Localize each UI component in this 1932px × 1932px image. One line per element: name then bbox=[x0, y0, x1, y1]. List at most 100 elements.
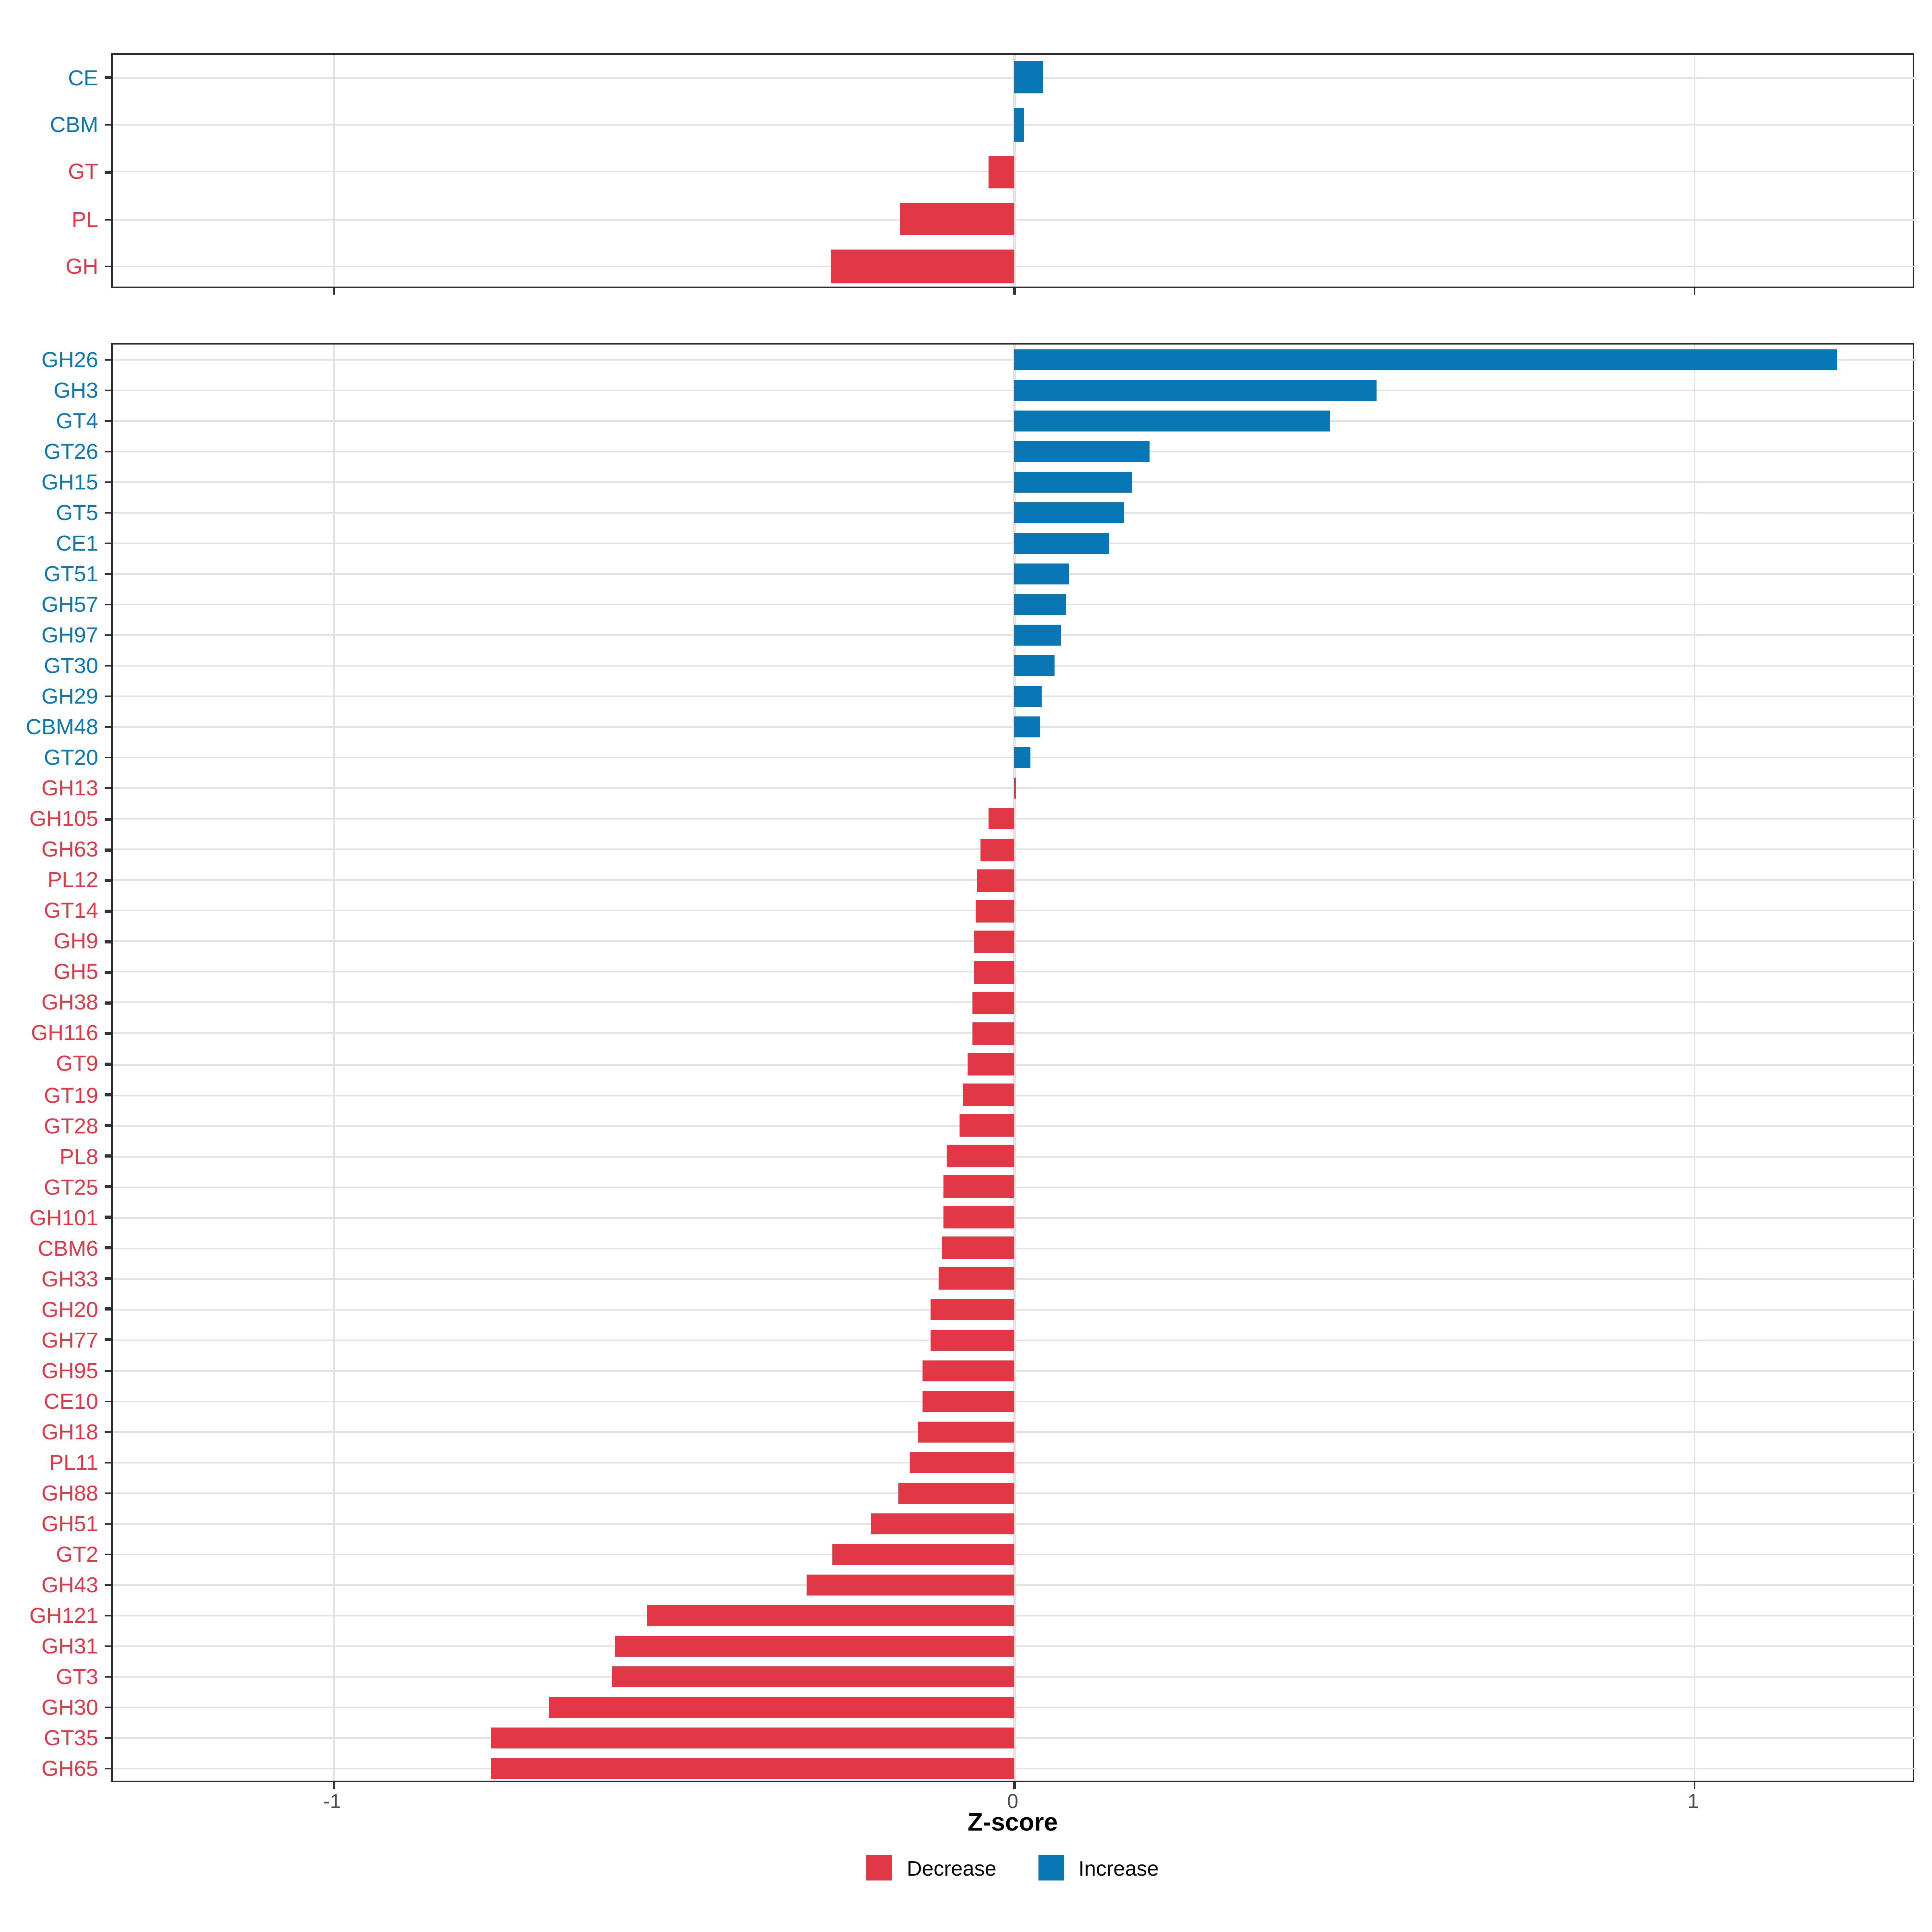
gridline-vertical bbox=[333, 345, 335, 1781]
bar-gt14 bbox=[975, 900, 1014, 922]
y-axis-label-gt19: GT19 bbox=[43, 1083, 98, 1107]
y-axis-tick-mark bbox=[104, 1032, 111, 1035]
legend-label-decrease: Decrease bbox=[906, 1856, 997, 1880]
y-axis-label-pl8: PL8 bbox=[59, 1144, 98, 1168]
bar-gh38 bbox=[972, 992, 1014, 1014]
bar-gh51 bbox=[871, 1513, 1014, 1534]
gridline-horizontal bbox=[113, 1247, 1916, 1249]
gridline-horizontal bbox=[113, 818, 1916, 820]
y-axis-tick-mark bbox=[104, 757, 111, 759]
y-axis-label-ce10: CE10 bbox=[43, 1389, 98, 1413]
y-axis-label-gt3: GT3 bbox=[56, 1664, 98, 1689]
bar-gh20 bbox=[931, 1298, 1014, 1320]
y-axis-tick-mark bbox=[104, 481, 111, 484]
gridline-horizontal bbox=[113, 1308, 1916, 1310]
bar-gt4 bbox=[1014, 410, 1330, 432]
y-axis-tick-mark bbox=[104, 450, 111, 453]
bar-gt2 bbox=[832, 1543, 1014, 1565]
gridline-horizontal bbox=[113, 1767, 1916, 1769]
y-axis-label-gh: GH bbox=[66, 254, 98, 279]
bar-gt20 bbox=[1014, 747, 1031, 769]
legend-key-increase bbox=[1038, 1855, 1064, 1880]
y-axis-tick-mark bbox=[104, 1737, 111, 1739]
top-panel-plot-area bbox=[113, 54, 1916, 287]
gridline-horizontal bbox=[113, 910, 1916, 912]
gridline-vertical bbox=[1694, 345, 1696, 1781]
bar-gh18 bbox=[917, 1421, 1014, 1443]
y-axis-tick-mark bbox=[104, 971, 111, 974]
gridline-horizontal bbox=[113, 266, 1916, 268]
y-axis-label-gt5: GT5 bbox=[56, 501, 98, 525]
bar-cbm6 bbox=[942, 1237, 1014, 1259]
bar-gt51 bbox=[1014, 564, 1069, 585]
bar-gt35 bbox=[490, 1727, 1014, 1749]
bar-gh bbox=[831, 250, 1014, 283]
y-axis-label-gh121: GH121 bbox=[29, 1603, 98, 1628]
gridline-horizontal bbox=[113, 1431, 1916, 1432]
y-axis-tick-mark bbox=[104, 1247, 111, 1249]
gridline-horizontal bbox=[113, 1584, 1916, 1586]
y-axis-label-gh30: GH30 bbox=[41, 1695, 98, 1719]
bar-gh77 bbox=[930, 1329, 1014, 1351]
y-axis-tick-mark bbox=[104, 420, 111, 422]
bar-gh63 bbox=[980, 839, 1014, 861]
bar-gt3 bbox=[611, 1666, 1014, 1688]
gridline-horizontal bbox=[113, 1614, 1916, 1616]
y-axis-label-gh105: GH105 bbox=[29, 807, 98, 832]
gridline-horizontal bbox=[113, 879, 1916, 881]
bar-gh116 bbox=[972, 1023, 1014, 1044]
y-axis-label-gh97: GH97 bbox=[41, 623, 98, 648]
bar-gh9 bbox=[974, 931, 1014, 953]
y-axis-label-pl12: PL12 bbox=[47, 868, 98, 893]
gridline-vertical bbox=[1013, 345, 1016, 1781]
gridline-horizontal bbox=[113, 1125, 1916, 1127]
bar-pl11 bbox=[910, 1451, 1014, 1473]
y-axis-label-pl11: PL11 bbox=[49, 1450, 98, 1475]
x-axis-tick-mark bbox=[1013, 288, 1016, 295]
gridline-horizontal bbox=[113, 1645, 1916, 1647]
gridline-horizontal bbox=[113, 1278, 1916, 1280]
y-axis-tick-mark bbox=[104, 218, 111, 221]
y-axis-tick-mark bbox=[104, 265, 111, 268]
bar-pl12 bbox=[977, 869, 1014, 892]
bar-gh95 bbox=[922, 1360, 1014, 1381]
gridline-horizontal bbox=[113, 1339, 1916, 1341]
y-axis-tick-mark bbox=[104, 634, 111, 637]
bar-gt19 bbox=[962, 1084, 1014, 1106]
x-axis-tick-mark bbox=[1693, 1781, 1696, 1788]
x-axis-title: Z-score bbox=[968, 1810, 1058, 1837]
bar-gh13 bbox=[1013, 778, 1014, 799]
y-axis-label-gh88: GH88 bbox=[41, 1481, 98, 1505]
x-axis-tick-label: 0 bbox=[1007, 1790, 1018, 1813]
y-axis-label-gh26: GH26 bbox=[41, 348, 98, 372]
y-axis-label-gh31: GH31 bbox=[41, 1634, 98, 1658]
y-axis-tick-mark bbox=[104, 1094, 111, 1096]
y-axis-tick-mark bbox=[104, 124, 111, 126]
gridline-horizontal bbox=[113, 1216, 1916, 1218]
bar-ce bbox=[1014, 61, 1043, 94]
gridline-vertical bbox=[1013, 54, 1016, 287]
y-axis-label-gt25: GT25 bbox=[43, 1174, 98, 1199]
bar-pl8 bbox=[946, 1145, 1014, 1167]
gridline-horizontal bbox=[113, 1553, 1916, 1555]
y-axis-label-gh5: GH5 bbox=[53, 960, 98, 985]
bottom-panel: GH26 GH3 GT4 GT26 GH15 GT5 CE1 GT51 GH57 GH97 GT30… bbox=[26, 343, 1916, 1788]
y-axis-tick-mark bbox=[104, 1522, 111, 1525]
x-axis-tick-label: -1 bbox=[323, 1790, 341, 1813]
legend: Decrease Increase bbox=[111, 1855, 1914, 1880]
bar-gh33 bbox=[939, 1267, 1014, 1290]
y-axis-label-gh63: GH63 bbox=[41, 838, 98, 862]
bar-gh101 bbox=[943, 1206, 1014, 1228]
y-axis-tick-mark bbox=[104, 359, 111, 361]
y-axis-label-gt30: GT30 bbox=[43, 654, 98, 678]
y-axis-label-gt26: GT26 bbox=[43, 440, 98, 464]
y-axis-tick-mark bbox=[104, 818, 111, 821]
bar-gh15 bbox=[1014, 471, 1132, 493]
y-axis-tick-mark bbox=[104, 910, 111, 912]
bar-gt5 bbox=[1014, 502, 1123, 524]
bar-gt28 bbox=[959, 1115, 1014, 1136]
gridline-horizontal bbox=[113, 1461, 1916, 1463]
bar-gt30 bbox=[1014, 655, 1055, 677]
x-axis-tick-label: 1 bbox=[1687, 1790, 1699, 1813]
